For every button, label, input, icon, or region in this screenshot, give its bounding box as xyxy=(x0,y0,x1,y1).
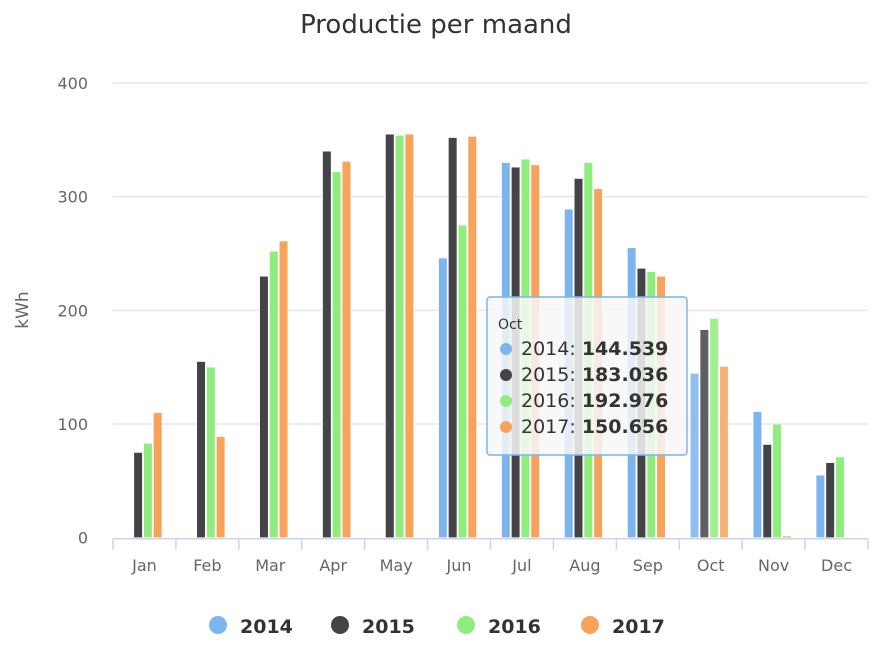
bar-jan-2016[interactable] xyxy=(143,443,153,539)
bar-jan-2017[interactable] xyxy=(153,412,163,539)
legend-marker-icon xyxy=(331,616,349,634)
x-tick-label: Jun xyxy=(446,556,472,575)
bar-feb-2016[interactable] xyxy=(206,366,216,538)
tooltip-row: 2014: 144.539 xyxy=(521,338,668,360)
tooltip-box xyxy=(486,296,688,456)
y-tick-label: 0 xyxy=(78,529,88,548)
bar-nov-2016[interactable] xyxy=(772,423,782,538)
tooltip-series-name: 2014 xyxy=(521,338,569,360)
tooltip-series-name: 2016 xyxy=(521,390,569,412)
x-tick-label: Nov xyxy=(758,556,789,575)
bar-mar-2015[interactable] xyxy=(259,275,269,539)
y-tick-label: 300 xyxy=(57,188,88,207)
bar-oct-2016[interactable] xyxy=(709,318,719,538)
bar-nov-2015[interactable] xyxy=(762,444,772,539)
tooltip-marker-icon xyxy=(500,395,512,407)
legend-marker-icon xyxy=(209,616,227,634)
x-tick-label: Aug xyxy=(569,556,600,575)
x-tick-label: May xyxy=(380,556,413,575)
legend-item-2016[interactable]: 2016 xyxy=(457,616,541,638)
bar-dec-2014[interactable] xyxy=(815,474,825,538)
bar-dec-2015[interactable] xyxy=(825,462,835,538)
legend-label: 2015 xyxy=(362,616,415,638)
bar-mar-2017[interactable] xyxy=(278,240,289,538)
tooltip-row: 2016: 192.976 xyxy=(521,390,668,412)
x-tick-label: Jul xyxy=(511,556,531,575)
bar-jun-2016[interactable] xyxy=(457,224,468,539)
x-tick-label: Apr xyxy=(319,556,347,575)
legend-item-2015[interactable]: 2015 xyxy=(331,616,415,638)
bar-oct-2017[interactable] xyxy=(719,366,729,539)
bar-feb-2017[interactable] xyxy=(216,436,226,538)
tooltip-value: 144.539 xyxy=(582,338,669,360)
bar-may-2016[interactable] xyxy=(394,134,405,538)
bar-apr-2016[interactable] xyxy=(332,171,342,539)
y-tick-label: 100 xyxy=(57,415,88,434)
y-tick-label: 400 xyxy=(57,74,88,93)
bar-apr-2017[interactable] xyxy=(341,161,352,538)
tooltip-series-name: 2015 xyxy=(521,364,569,386)
x-tick-label: Dec xyxy=(821,556,852,575)
bar-mar-2016[interactable] xyxy=(269,250,279,538)
bar-jun-2014[interactable] xyxy=(438,257,448,539)
x-tick-label: Jan xyxy=(131,556,157,575)
tooltip-value: 150.656 xyxy=(582,416,669,438)
bar-dec-2016[interactable] xyxy=(835,456,845,539)
legend-marker-icon xyxy=(457,616,475,634)
tooltip-series-name: 2017 xyxy=(521,416,569,438)
y-tick-label: 200 xyxy=(57,301,88,320)
tooltip-row: 2017: 150.656 xyxy=(521,416,668,438)
y-axis-label: kWh xyxy=(13,291,33,328)
bar-nov-2014[interactable] xyxy=(752,411,763,539)
x-tick-label: Oct xyxy=(697,556,725,575)
bar-oct-2015[interactable] xyxy=(699,329,709,538)
bar-oct-2014[interactable] xyxy=(689,373,700,538)
legend-label: 2016 xyxy=(488,616,541,638)
chart-title: Productie per maand xyxy=(300,10,572,40)
tooltip-header: Oct xyxy=(498,317,523,333)
legend-label: 2017 xyxy=(612,616,665,638)
tooltip-marker-icon xyxy=(500,421,512,433)
tooltip-marker-icon xyxy=(500,343,512,355)
legend-item-2017[interactable]: 2017 xyxy=(581,616,665,638)
bar-nov-2017[interactable] xyxy=(782,535,792,538)
x-tick-label: Feb xyxy=(193,556,221,575)
bar-jun-2017[interactable] xyxy=(467,136,477,538)
legend-item-2014[interactable]: 2014 xyxy=(209,616,293,638)
bar-may-2015[interactable] xyxy=(385,133,395,539)
bar-feb-2015[interactable] xyxy=(196,361,206,538)
tooltip-marker-icon xyxy=(500,369,512,381)
tooltip-row: 2015: 183.036 xyxy=(521,364,668,386)
tooltip: Oct 2014: 144.539 2015: 183.036 2016: 192.9… xyxy=(486,296,688,456)
tooltip-value: 183.036 xyxy=(582,364,669,386)
x-tick-label: Mar xyxy=(255,556,286,575)
bar-jun-2015[interactable] xyxy=(448,137,458,538)
legend-marker-icon xyxy=(581,616,599,634)
tooltip-value: 192.976 xyxy=(582,390,669,412)
bar-may-2017[interactable] xyxy=(404,133,414,539)
legend-label: 2014 xyxy=(240,616,293,638)
bar-apr-2015[interactable] xyxy=(322,150,332,538)
x-tick-label: Sep xyxy=(633,556,663,575)
bar-jan-2015[interactable] xyxy=(133,452,143,539)
